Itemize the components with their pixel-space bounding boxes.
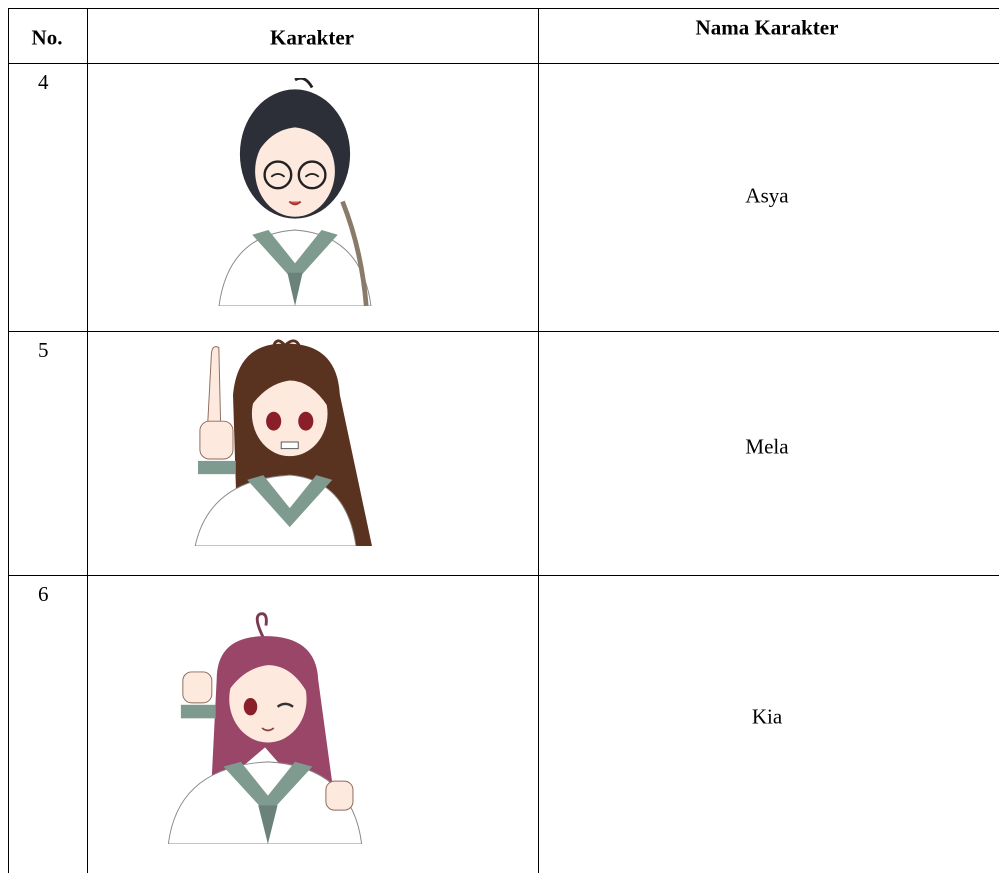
character-image <box>218 78 372 306</box>
table-border <box>8 575 999 576</box>
table-border <box>8 8 9 873</box>
character-name: Mela <box>745 434 789 459</box>
header-cell: Karakter <box>270 25 354 50</box>
character-name: Kia <box>751 704 783 729</box>
row-number: 6 <box>38 582 49 606</box>
table-border <box>538 8 539 873</box>
character-image <box>167 612 363 844</box>
character-image <box>194 339 372 546</box>
character-name: Asya <box>745 183 789 208</box>
row-number: 5 <box>38 338 49 362</box>
table-border <box>8 63 999 64</box>
table-border <box>87 8 88 873</box>
table-border <box>8 331 999 332</box>
row-number: 4 <box>38 70 49 94</box>
header-cell: No. <box>31 25 63 50</box>
table-border <box>8 8 999 9</box>
header-cell: Nama Karakter <box>695 15 839 40</box>
